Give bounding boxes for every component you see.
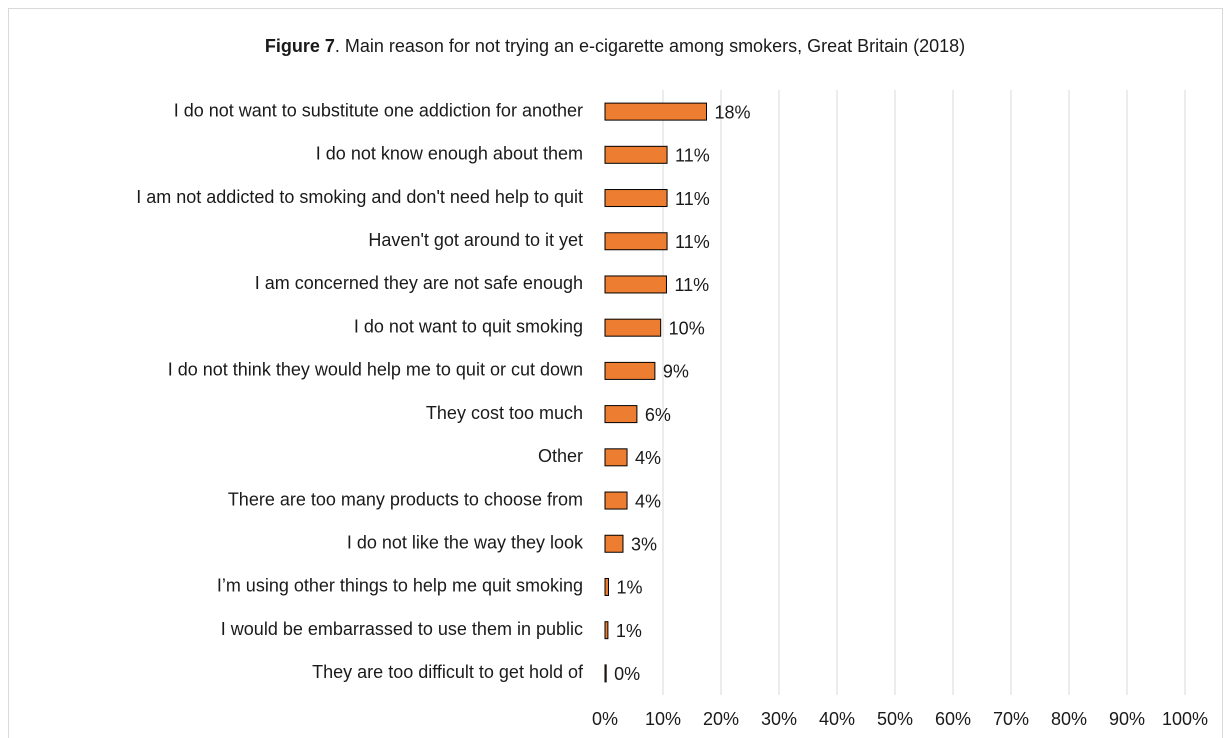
- title-prefix: Figure 7: [265, 36, 335, 56]
- bar: [604, 102, 707, 121]
- bar: [604, 491, 628, 510]
- bar: [604, 361, 656, 380]
- x-tick-label: 80%: [1051, 709, 1087, 729]
- data-label: 1%: [616, 621, 642, 641]
- data-label: 10%: [669, 318, 705, 338]
- y-tick-label: They cost too much: [426, 403, 583, 423]
- bar: [604, 448, 628, 467]
- chart-title: Figure 7. Main reason for not trying an …: [265, 36, 965, 56]
- x-tick-label: 100%: [1162, 709, 1208, 729]
- data-label: 11%: [674, 275, 709, 295]
- y-tick-label: I do not think they would help me to qui…: [168, 360, 583, 380]
- y-tick-label: I am not addicted to smoking and don't n…: [136, 187, 583, 207]
- y-tick-label: I do not like the way they look: [347, 533, 584, 553]
- y-tick-label: Other: [538, 446, 583, 466]
- title-text: . Main reason for not trying an e-cigare…: [335, 36, 965, 56]
- data-label: 1%: [616, 578, 642, 598]
- data-label: 3%: [631, 535, 657, 555]
- data-label: 6%: [645, 405, 671, 425]
- bar: [604, 577, 609, 596]
- x-tick-label: 40%: [819, 709, 855, 729]
- y-tick-label: I do not know enough about them: [316, 144, 583, 164]
- data-label: 11%: [675, 189, 710, 209]
- data-label: 18%: [715, 102, 751, 122]
- bar: [604, 232, 668, 251]
- bar: [604, 621, 609, 640]
- x-tick-label: 50%: [877, 709, 913, 729]
- bar: [604, 664, 607, 683]
- x-tick-label: 30%: [761, 709, 797, 729]
- data-label: 11%: [675, 232, 710, 252]
- data-label: 4%: [635, 491, 661, 511]
- bar: [604, 318, 662, 337]
- y-tick-label: I would be embarrassed to use them in pu…: [221, 619, 583, 639]
- x-tick-label: 90%: [1109, 709, 1145, 729]
- y-tick-label: I’m using other things to help me quit s…: [217, 576, 583, 596]
- x-tick-label: 10%: [645, 709, 681, 729]
- data-label: 4%: [635, 448, 661, 468]
- bar: [604, 405, 638, 424]
- data-label: 9%: [663, 362, 689, 382]
- y-tick-label: Haven't got around to it yet: [368, 230, 583, 250]
- y-tick-label: I do not want to quit smoking: [354, 316, 583, 336]
- y-tick-label: I am concerned they are not safe enough: [255, 273, 583, 293]
- y-tick-label: There are too many products to choose fr…: [228, 489, 583, 509]
- bar: [604, 189, 668, 208]
- x-tick-label: 20%: [703, 709, 739, 729]
- x-tick-label: 70%: [993, 709, 1029, 729]
- bar: [604, 275, 667, 294]
- data-label: 11%: [675, 146, 710, 166]
- bar: [604, 145, 668, 164]
- x-tick-label: 0%: [592, 709, 618, 729]
- y-tick-label: They are too difficult to get hold of: [312, 662, 584, 682]
- data-label: 0%: [614, 664, 640, 684]
- x-tick-label: 60%: [935, 709, 971, 729]
- y-tick-label: I do not want to substitute one addictio…: [174, 100, 583, 120]
- bar: [604, 534, 624, 553]
